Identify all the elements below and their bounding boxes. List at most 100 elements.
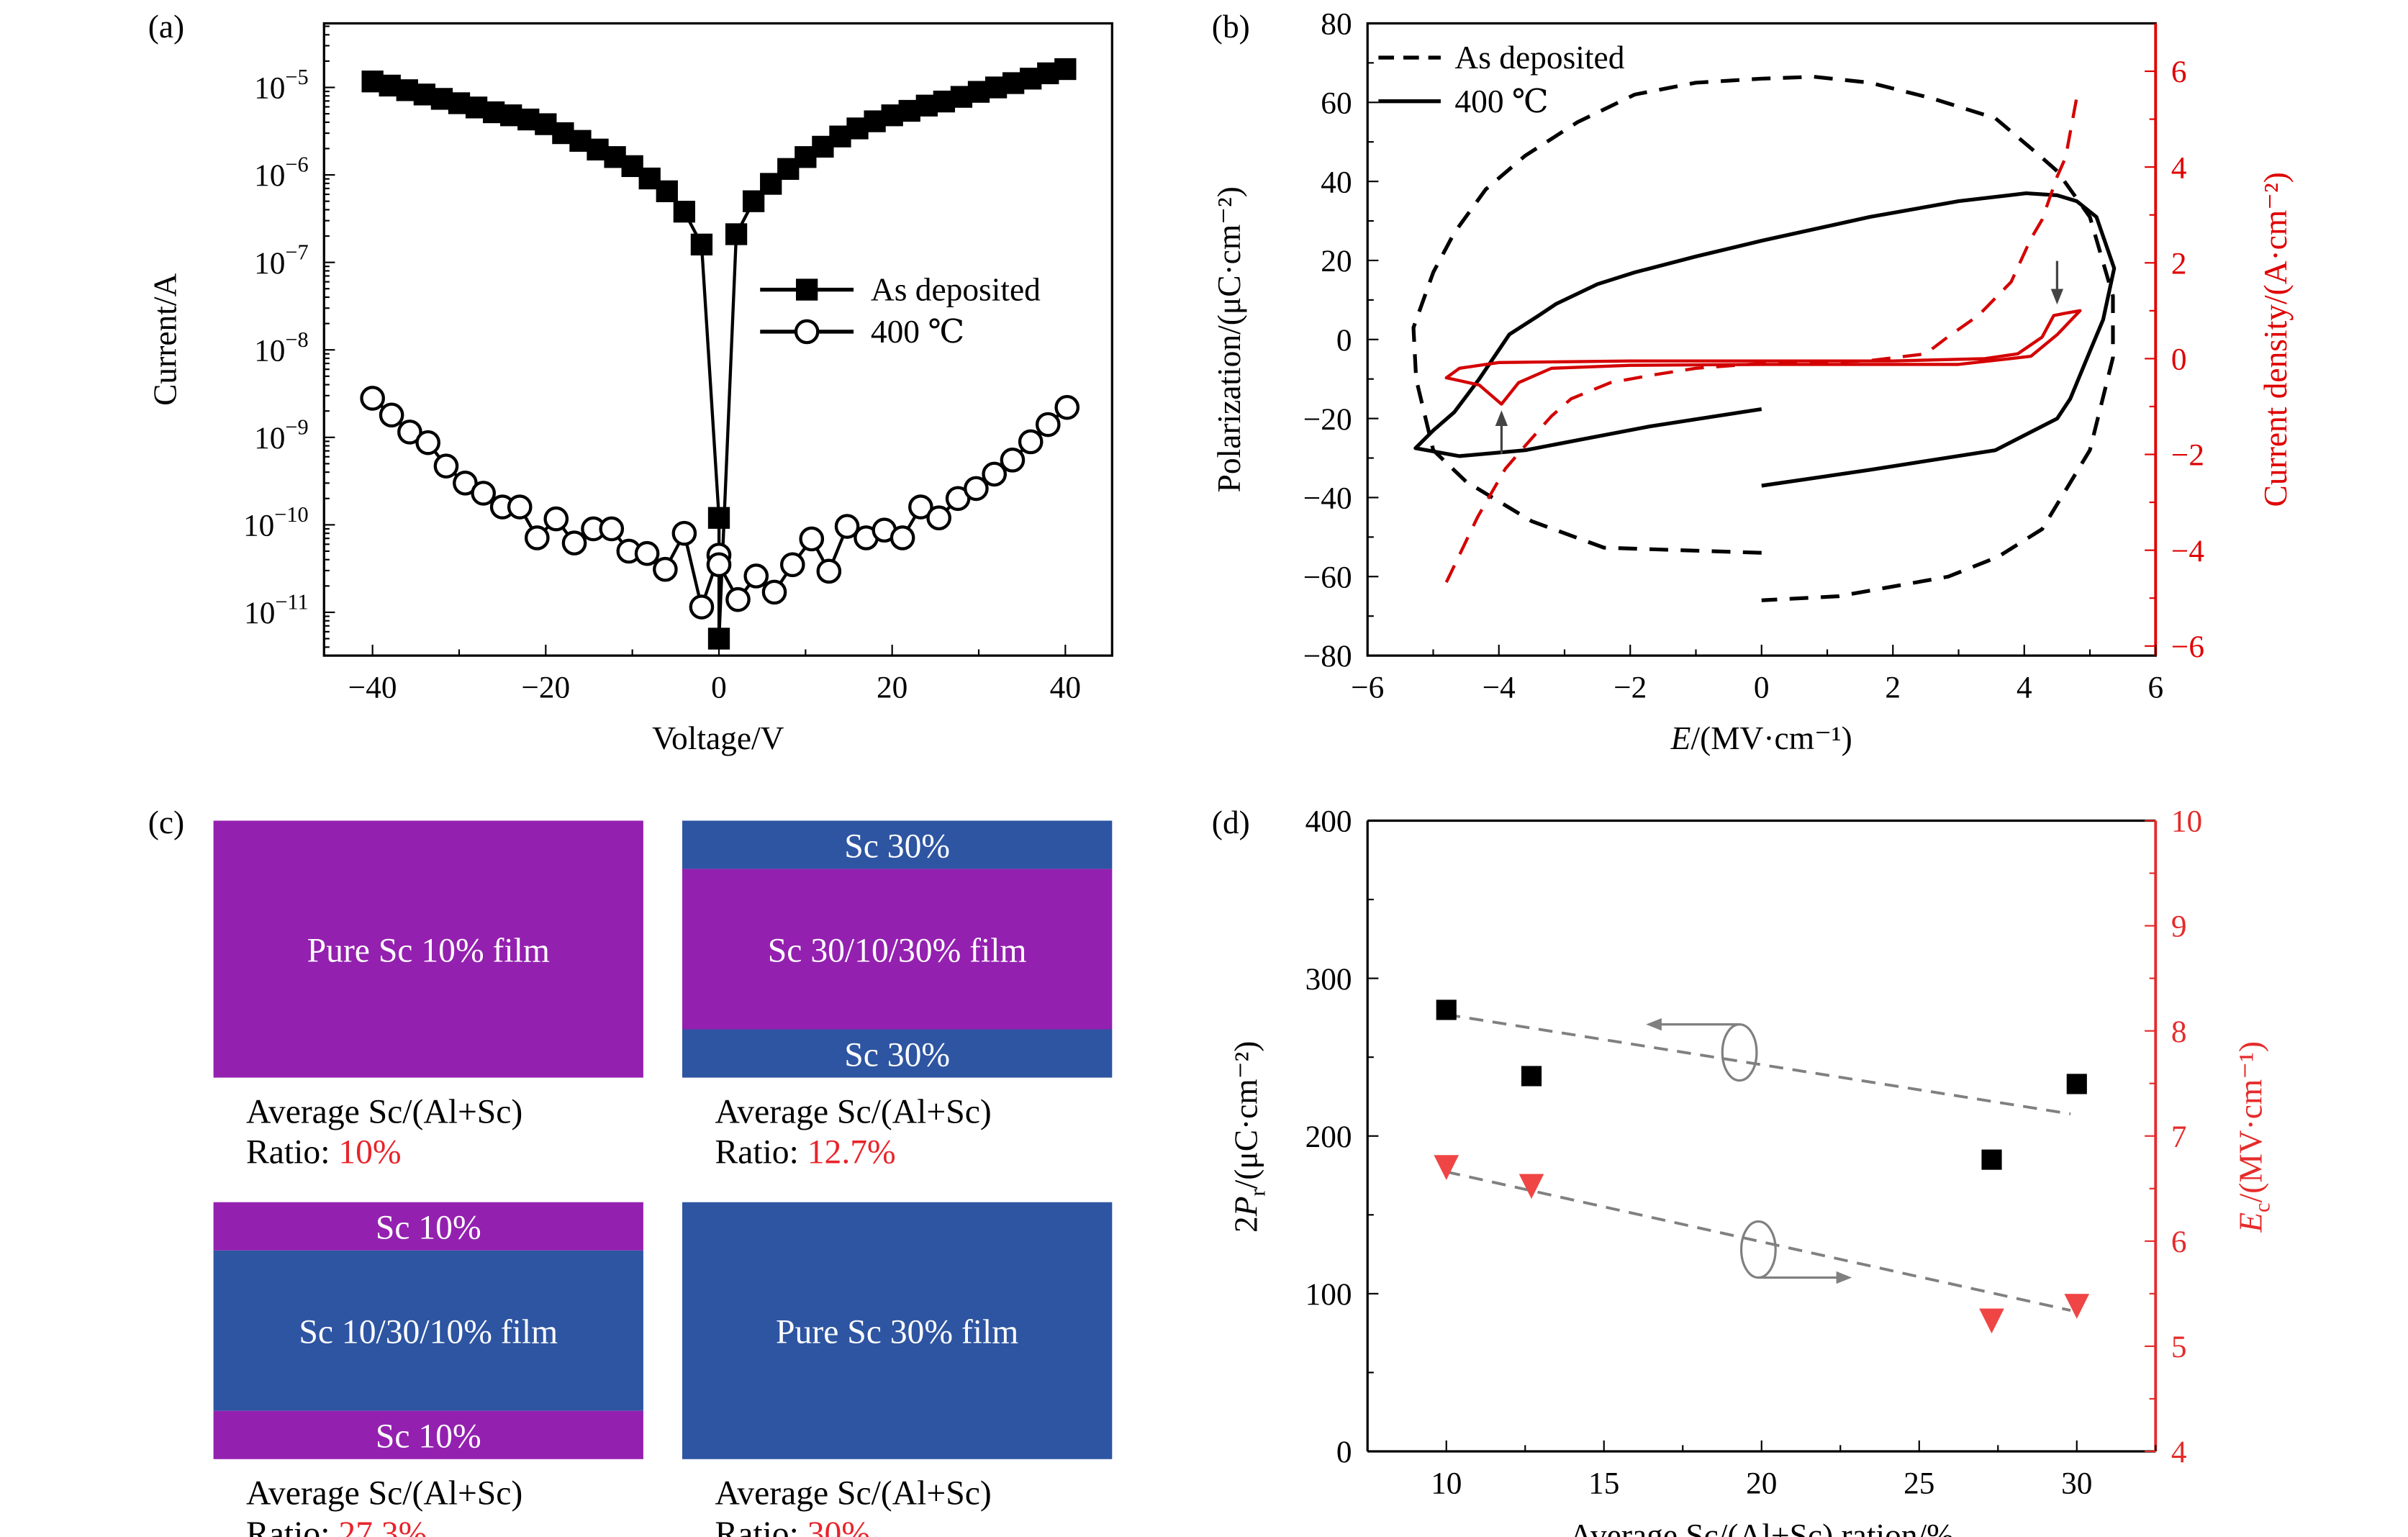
y-tick-label: 80 [1321,7,1352,42]
data-point-circle [834,514,860,539]
y-tick-label: 0 [1336,1435,1352,1469]
data-point-circle [653,556,678,582]
y2-tick-label: 4 [2171,1435,2187,1469]
x-axis-label: Voltage/V [652,720,784,756]
data-point-triangle [1979,1308,2004,1334]
data-point-circle [890,525,915,550]
y2-axis-label: Current density/(A·cm⁻²) [2258,172,2294,507]
data-point-circle [415,430,440,455]
data-point-circle [471,481,496,506]
data-point-circle [360,386,385,411]
x-tick-label: 20 [1746,1466,1777,1500]
axis-label: Ec/(MV·cm⁻¹) [2232,1041,2274,1233]
data-point-circle [706,552,732,578]
y2-tick-label: 6 [2171,55,2187,89]
y-axis-label: Polarization/(μC·cm⁻²) [1211,186,1247,492]
film-layer-label: Pure Sc 30% film [776,1314,1018,1351]
data-point-circle [761,579,787,605]
y-tick-label: 60 [1321,86,1352,120]
y2-tick-label: 5 [2171,1330,2187,1364]
panel-label-c: (c) [148,804,184,840]
panel-label-d: (d) [1212,804,1250,840]
x-tick-label: −40 [348,671,397,705]
y2-tick-label: 2 [2171,246,2187,281]
y-tick-label: 10−7 [254,240,308,280]
data-point-square [707,627,730,650]
data-point-square [1981,1149,2002,1170]
data-point-circle [1000,448,1026,473]
y-tick-label: 20 [1321,244,1352,278]
film-caption: Average Sc/(Al+Sc) [246,1475,522,1513]
y2-tick-label: 10 [2171,804,2202,839]
data-point-circle [379,402,404,428]
y-tick-label: 10−9 [254,414,308,455]
x-tick-label: 10 [1431,1466,1462,1500]
data-point-circle [634,540,660,566]
data-point-circle [543,506,569,532]
curve-dashed-black [1411,75,2115,602]
data-point-circle [779,552,805,578]
x-tick-label: 15 [1588,1466,1619,1500]
film-schematic: Pure Sc 10% film Average Sc/(Al+Sc) Ratio:… [213,820,643,1171]
axis-label: 2Pr/(μC·cm⁻²) [1228,1041,1270,1233]
data-point-circle [397,420,422,445]
film-schematic: Sc 10% Sc 10/30/10% film Sc 10% Average Sc/… [213,1202,643,1537]
legend-marker-square [795,278,818,301]
film-caption: Average Sc/(Al+Sc) [715,1475,991,1513]
data-point-circle [982,461,1007,487]
panel-label-b: (b) [1212,9,1250,45]
data-point-square [690,233,713,255]
data-point-square [1521,1066,1542,1087]
y-tick-label: 10−8 [254,327,308,368]
fit-line [1446,1170,2071,1312]
data-point-circle [1054,394,1080,420]
y2-tick-label: 7 [2171,1120,2187,1154]
y-tick-label: 300 [1305,962,1352,997]
data-point-circle [799,526,825,552]
x-tick-label: 25 [1904,1466,1934,1500]
y2-tick-label: 4 [2171,150,2187,185]
x-tick-label: 0 [711,671,727,705]
data-point-circle [561,530,587,556]
y-tick-label: 40 [1321,165,1352,199]
y2-tick-label: −2 [2171,438,2204,473]
x-tick-label: 4 [2017,671,2032,705]
legend-label: As deposited [871,272,1041,308]
data-point-circle [743,563,769,589]
film-ratio: Ratio: 27.3% [246,1515,427,1537]
x-tick-label: −4 [1483,671,1516,705]
x-axis-label: Average Sc/(Al+Sc) ration/% [1570,1518,1955,1537]
data-point-circle [507,494,533,520]
film-layer-blue [213,1250,643,1411]
y-tick-label: −60 [1303,560,1352,594]
arrowhead [1495,410,1508,426]
x-tick-label: 20 [877,671,907,705]
y-tick-label: 400 [1305,804,1352,839]
film-caption: Average Sc/(Al+Sc) [715,1093,991,1130]
film-layer-label: Sc 10% [376,1418,481,1456]
data-point-square [1054,58,1077,81]
data-point-circle [926,505,951,531]
data-point-triangle [2064,1294,2090,1319]
film-layer-blue [682,1202,1113,1459]
data-point-square [725,223,748,245]
y2-tick-label: 8 [2171,1015,2187,1049]
x-tick-label: 2 [1885,671,1901,705]
film-ratio: Ratio: 12.7% [715,1134,895,1171]
film-layer-label: Sc 10/30/10% film [299,1314,558,1351]
film-caption: Average Sc/(Al+Sc) [246,1093,522,1130]
y-tick-label: 10−6 [254,153,308,193]
film-layer-purple [213,1410,643,1459]
x-tick-label: 40 [1050,671,1081,705]
y2-tick-label: −4 [2171,534,2204,568]
x-tick-label: 6 [2147,671,2163,705]
film-layer-purple [213,1202,643,1251]
film-layer-blue [682,1029,1113,1078]
chart-a-iv-curves: −40 −20 0 20 40 10−5 10−6 10−7 10−8 10−9 10−10 10−1… [148,22,1113,756]
data-point-circle [1018,429,1044,455]
chart-b-hysteresis: −6 −4 −2 0 2 4 6806040200−20−40−60−806420−2−4−… [1211,7,2294,756]
y-tick-label: 0 [1336,323,1352,358]
data-point-circle [599,516,625,542]
arrowhead [1836,1271,1852,1284]
